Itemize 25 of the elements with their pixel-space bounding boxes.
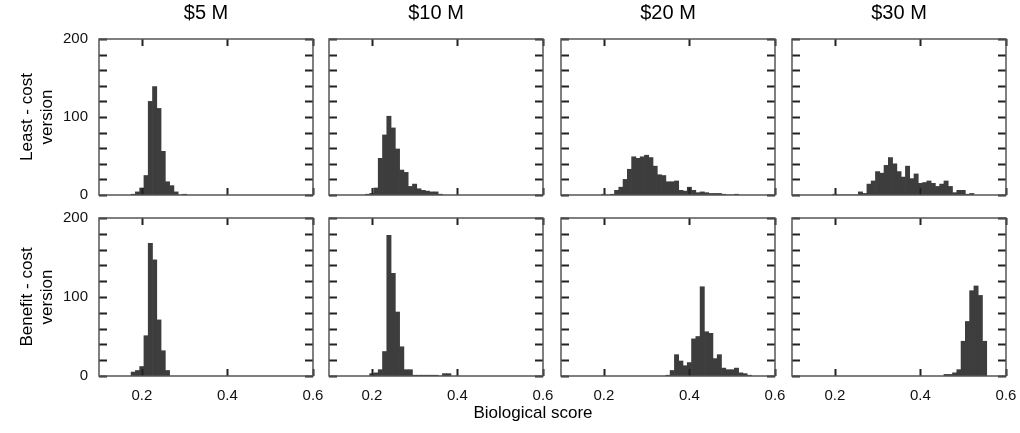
chart-title: $5 M <box>182 1 230 24</box>
x-tick-label: 0.4 <box>909 386 931 404</box>
x-tick-label: 0.2 <box>131 386 153 404</box>
x-tick-label: 0.4 <box>678 386 700 404</box>
y-tick-label: 0 <box>79 366 88 384</box>
y-axis-title: Benefit - cost version <box>17 246 57 349</box>
x-tick-label: 0.2 <box>593 386 615 404</box>
y-tick-label: 200 <box>62 208 88 226</box>
y-tick-label: 0 <box>79 185 88 203</box>
x-tick-label: 0.6 <box>995 386 1017 404</box>
x-axis-title: Biological score <box>473 403 593 423</box>
y-axis-title: Least - cost version <box>17 72 57 163</box>
y-tick-label: 100 <box>62 287 88 305</box>
chart-title: $30 M <box>870 1 928 24</box>
x-tick-label: 0.6 <box>764 386 786 404</box>
chart-title: $10 M <box>407 1 465 24</box>
chart-title: $20 M <box>639 1 697 24</box>
y-tick-label: 200 <box>62 29 88 47</box>
x-tick-label: 0.6 <box>532 386 554 404</box>
y-tick-label: 100 <box>62 107 88 125</box>
x-tick-label: 0.4 <box>216 386 238 404</box>
x-tick-label: 0.2 <box>361 386 383 404</box>
x-tick-label: 0.4 <box>446 386 468 404</box>
x-tick-label: 0.6 <box>302 386 324 404</box>
x-tick-label: 0.2 <box>824 386 846 404</box>
